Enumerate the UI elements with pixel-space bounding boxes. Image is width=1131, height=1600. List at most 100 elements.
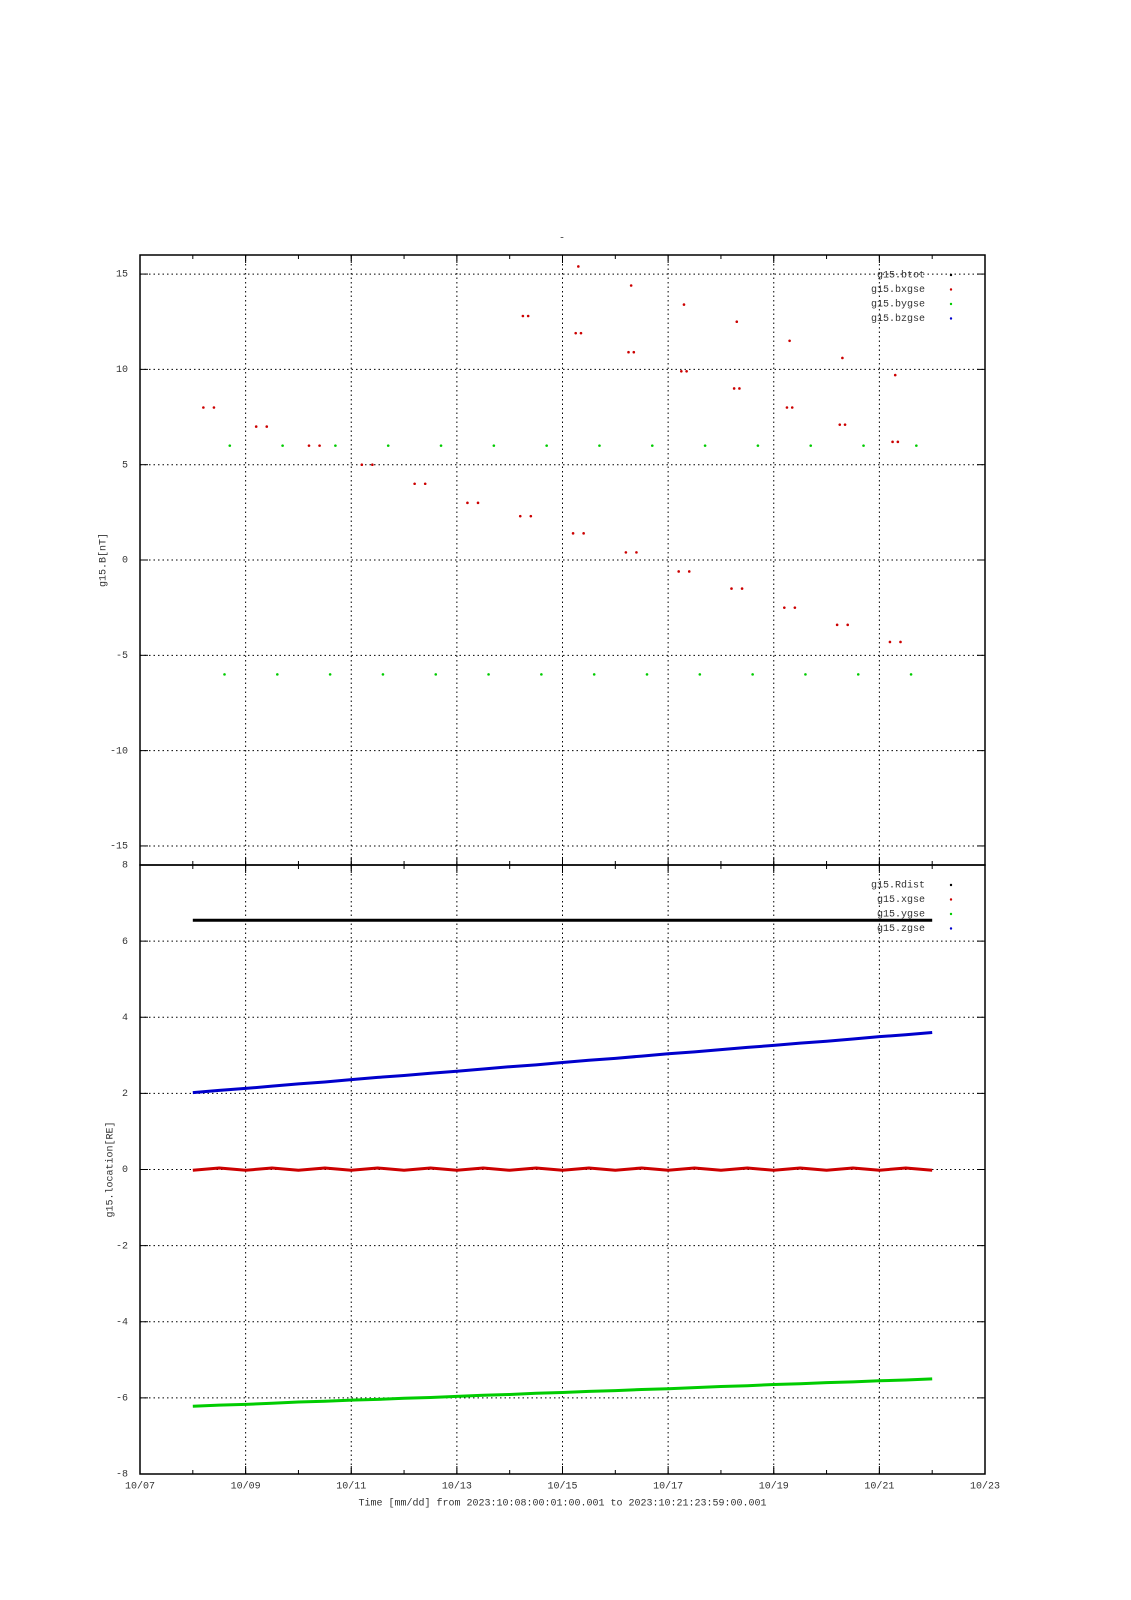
x-tick-label: 10/21 bbox=[864, 1481, 894, 1493]
data-point bbox=[687, 570, 691, 573]
data-point bbox=[838, 423, 842, 426]
y-tick-label: 4 bbox=[122, 1013, 128, 1024]
y-tick-label: -5 bbox=[116, 651, 128, 662]
data-point bbox=[732, 387, 736, 390]
data-point bbox=[740, 587, 744, 590]
data-point bbox=[698, 673, 702, 676]
y-tick-label: 10 bbox=[116, 365, 128, 376]
y-axis-label: g15.location[RE] bbox=[105, 1121, 117, 1217]
x-tick-label: 10/11 bbox=[336, 1481, 366, 1493]
data-point bbox=[540, 673, 543, 676]
data-point bbox=[735, 320, 739, 324]
data-point bbox=[281, 444, 284, 447]
y-tick-label: 5 bbox=[122, 460, 128, 471]
data-point bbox=[703, 444, 707, 447]
y-tick-label: 8 bbox=[122, 861, 128, 872]
plot-frame bbox=[139, 864, 986, 1475]
data-point bbox=[682, 303, 686, 306]
data-point bbox=[487, 673, 490, 676]
legend-marker bbox=[949, 883, 953, 887]
x-tick-label: 10/07 bbox=[125, 1481, 155, 1493]
data-point bbox=[677, 570, 680, 573]
data-point bbox=[751, 673, 754, 676]
x-tick-label: 10/23 bbox=[970, 1481, 1000, 1493]
data-point bbox=[645, 673, 649, 676]
legend-label: g15.ygse bbox=[877, 910, 925, 921]
data-point bbox=[680, 369, 683, 373]
data-point bbox=[856, 673, 860, 676]
y-tick-label: -10 bbox=[110, 746, 128, 757]
data-point bbox=[790, 406, 794, 409]
data-point bbox=[526, 314, 530, 318]
x-tick-label: 10/13 bbox=[442, 1481, 472, 1493]
data-point bbox=[809, 444, 813, 447]
data-point bbox=[598, 444, 601, 447]
y-tick-label: -4 bbox=[116, 1317, 128, 1328]
y-tick-label: 6 bbox=[122, 937, 128, 948]
legend-label: g15.bzgse bbox=[871, 313, 925, 325]
data-point bbox=[783, 606, 786, 609]
y-tick-label: -6 bbox=[116, 1394, 128, 1405]
data-point bbox=[518, 514, 522, 518]
legend-marker bbox=[949, 302, 953, 306]
data-point bbox=[574, 331, 578, 335]
y-tick-label: -8 bbox=[116, 1470, 128, 1481]
x-tick-label: 10/15 bbox=[547, 1481, 577, 1493]
data-point bbox=[915, 444, 918, 447]
data-point bbox=[893, 373, 897, 377]
legend-label: g15.Rdist bbox=[871, 880, 925, 892]
legend-marker bbox=[949, 927, 953, 930]
y-tick-label: 2 bbox=[122, 1089, 128, 1100]
data-line bbox=[192, 1166, 933, 1172]
data-point bbox=[476, 501, 480, 505]
data-line bbox=[192, 1377, 933, 1408]
data-point bbox=[592, 673, 596, 676]
data-point bbox=[730, 587, 733, 590]
data-point bbox=[381, 673, 385, 676]
data-point bbox=[685, 369, 688, 373]
data-point bbox=[571, 532, 575, 535]
chart-title: - bbox=[559, 234, 565, 245]
legend-marker bbox=[949, 288, 953, 291]
legend-label: g15.xgse bbox=[877, 895, 925, 906]
data-point bbox=[212, 406, 216, 409]
data-point bbox=[202, 406, 205, 409]
data-point bbox=[624, 551, 628, 554]
data-point bbox=[228, 444, 232, 447]
y-tick-label: -15 bbox=[110, 842, 128, 853]
legend-label: g15.btot bbox=[877, 270, 925, 282]
y-tick-label: 0 bbox=[122, 556, 128, 567]
data-point bbox=[254, 425, 258, 428]
data-point bbox=[328, 673, 332, 676]
data-point bbox=[788, 339, 791, 343]
data-point bbox=[627, 350, 630, 354]
data-point bbox=[888, 640, 892, 644]
data-point bbox=[738, 387, 741, 390]
data-point bbox=[434, 673, 438, 676]
data-point bbox=[896, 440, 900, 444]
data-point bbox=[423, 482, 427, 486]
data-line bbox=[192, 1030, 933, 1095]
data-point bbox=[582, 532, 585, 535]
data-point bbox=[545, 444, 548, 447]
y-tick-label: -2 bbox=[116, 1241, 128, 1252]
data-point bbox=[265, 425, 269, 428]
x-axis-label: Time [mm/dd] from 2023:10:08:00:01:00.00… bbox=[358, 1498, 766, 1510]
data-point bbox=[223, 673, 226, 676]
data-point bbox=[360, 463, 364, 466]
data-point bbox=[334, 444, 337, 447]
data-point bbox=[386, 444, 390, 447]
data-point bbox=[635, 551, 638, 554]
legend-marker bbox=[949, 273, 953, 277]
legend-label: g15.zgse bbox=[877, 924, 925, 935]
data-point bbox=[318, 444, 321, 447]
data-point bbox=[413, 482, 416, 486]
data-point bbox=[909, 673, 913, 676]
legend-marker bbox=[949, 898, 953, 901]
y-tick-label: 15 bbox=[116, 270, 128, 281]
data-point bbox=[439, 444, 443, 447]
data-point bbox=[629, 284, 633, 287]
data-point bbox=[307, 444, 311, 447]
x-tick-label: 10/09 bbox=[231, 1481, 261, 1493]
data-point bbox=[650, 444, 654, 447]
